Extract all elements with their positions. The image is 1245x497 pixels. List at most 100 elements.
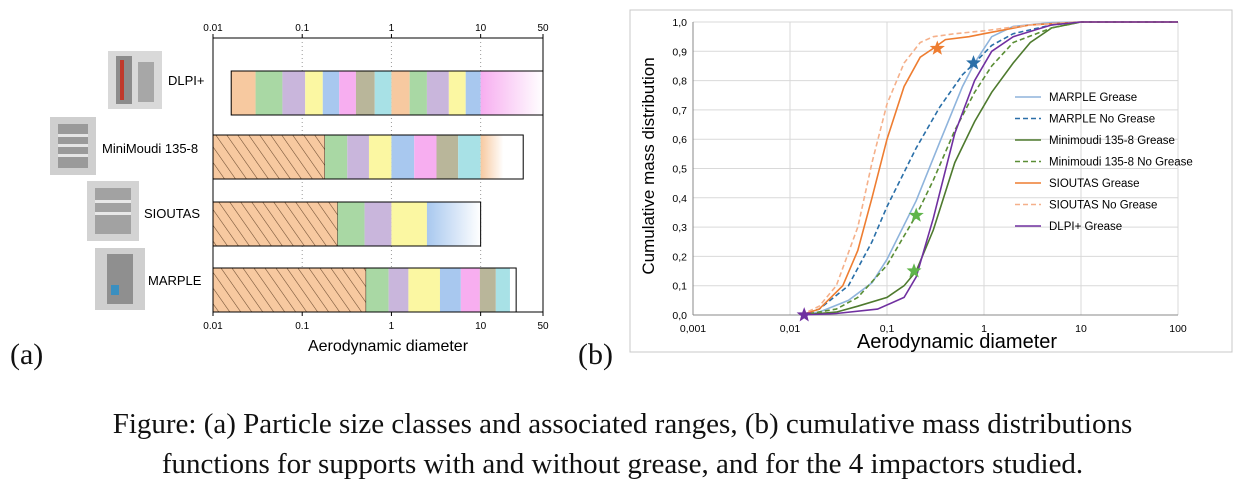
size-class-segment xyxy=(231,71,256,115)
series-line xyxy=(800,21,1178,316)
size-class-segment xyxy=(324,135,348,179)
series-line xyxy=(800,21,1178,316)
y-tick-label: 0,0 xyxy=(672,310,687,322)
y-tick-label: 0,6 xyxy=(672,134,687,146)
panel-b-line-chart: 0,0 0,1 0,2 0,3 0,4 0,5 0,6 0,7 0,8 0,9 1,0 0,001 0,… xyxy=(600,0,1245,380)
dlpi-label: DLPI+ xyxy=(168,73,205,88)
legend-label: Minimoudi 135-8 No Grease xyxy=(1049,157,1193,169)
legend-label: DLPI+ Grease xyxy=(1049,221,1122,233)
bar-outline xyxy=(212,267,517,313)
minimoudi-label: MiniMoudi 135-8 xyxy=(102,141,198,156)
size-class-segment xyxy=(436,135,459,179)
star-marker xyxy=(929,40,945,55)
hatched-segment xyxy=(212,134,326,180)
size-class-segment xyxy=(374,71,392,115)
series-line xyxy=(800,21,1178,316)
plot-area: 0,0 0,1 0,2 0,3 0,4 0,5 0,6 0,7 0,8 0,9 1,0 0,001 0,… xyxy=(672,17,1187,335)
size-class-segment xyxy=(458,135,481,179)
x-tick-label-bottom: 0.01 xyxy=(203,321,223,332)
minimoudi-photo xyxy=(50,117,96,175)
legend-label: Minimoudi 135-8 Grease xyxy=(1049,135,1175,147)
star-marker xyxy=(966,55,982,70)
hatched-segment xyxy=(212,267,367,313)
y-tick-label: 0,7 xyxy=(672,105,687,117)
marple-label: MARPLE xyxy=(148,273,202,288)
x-tick-label-top: 50 xyxy=(537,23,549,34)
size-class-segment xyxy=(480,135,504,179)
x-tick-label: 100 xyxy=(1169,323,1187,335)
size-class-segment xyxy=(409,71,427,115)
sioutas-label: SIOUTAS xyxy=(144,206,200,221)
y-tick-label: 0,8 xyxy=(672,76,687,88)
series-line xyxy=(801,21,1178,316)
bar-outline xyxy=(212,201,482,247)
x-tick-label: 0,001 xyxy=(680,323,706,335)
y-tick-label: 1,0 xyxy=(672,17,687,29)
size-class-segment xyxy=(465,71,481,115)
x-tick-label-top: 1 xyxy=(389,23,395,34)
figure-caption: Figure: (a) Particle size classes and as… xyxy=(0,404,1245,484)
size-class-segment xyxy=(448,71,466,115)
size-class-segment xyxy=(282,71,306,115)
panel-b-tag: (b) xyxy=(578,338,613,371)
x-tick-label-bottom: 0.1 xyxy=(295,321,309,332)
y-tick-label: 0,5 xyxy=(672,164,687,176)
size-class-segment xyxy=(391,135,415,179)
x-tick-label: 0,1 xyxy=(880,323,895,335)
dlpi-photo xyxy=(108,51,162,109)
size-class-segment xyxy=(364,202,392,246)
star-marker xyxy=(908,207,924,222)
plot-area: 0.01 0.01 0.1 0.1 1 1 10 10 50 50 xyxy=(203,23,549,332)
legend-label: MARPLE Grease xyxy=(1049,92,1137,104)
size-classes-chart: DLPI+ MiniMoudi 135-8 SIOUTAS MARPLE 0.0… xyxy=(50,23,549,355)
x-tick-label-top: 0.1 xyxy=(295,23,309,34)
x-tick-label-top: 0.01 xyxy=(203,23,223,34)
marple-photo xyxy=(95,248,145,310)
size-class-segment xyxy=(355,71,375,115)
size-class-segment xyxy=(480,71,543,115)
size-class-segment xyxy=(366,268,389,312)
x-axis-title: Aerodynamic diameter xyxy=(857,331,1057,353)
size-class-segment xyxy=(391,202,427,246)
size-class-segment xyxy=(495,268,510,312)
x-tick-label-bottom: 10 xyxy=(475,321,487,332)
y-tick-label: 0,9 xyxy=(672,46,687,58)
size-class-segment xyxy=(439,268,461,312)
series-line xyxy=(800,21,1178,316)
size-class-segment xyxy=(414,135,437,179)
legend-label: SIOUTAS Grease xyxy=(1049,178,1140,190)
size-class-segment xyxy=(337,202,365,246)
chart-frame xyxy=(629,9,1233,353)
size-class-segment xyxy=(408,268,440,312)
size-class-segment xyxy=(339,71,356,115)
size-class-segment xyxy=(391,71,410,115)
star-marker xyxy=(796,307,812,322)
cumulative-chart: 0,0 0,1 0,2 0,3 0,4 0,5 0,6 0,7 0,8 0,9 1,0 0,001 0,… xyxy=(629,9,1233,353)
legend-label: SIOUTAS No Grease xyxy=(1049,200,1157,212)
panel-a-bar-chart: DLPI+ MiniMoudi 135-8 SIOUTAS MARPLE 0.0… xyxy=(0,0,600,380)
size-class-segment xyxy=(255,71,283,115)
legend-label: MARPLE No Grease xyxy=(1049,114,1155,126)
x-tick-label: 10 xyxy=(1075,323,1087,335)
y-tick-label: 0,4 xyxy=(672,193,687,205)
size-class-segment xyxy=(388,268,409,312)
legend: MARPLE Grease MARPLE No Grease Minimoudi 1… xyxy=(1015,92,1193,233)
x-axis-title: Aerodynamic diameter xyxy=(308,338,469,355)
caption-line-2: functions for supports with and without … xyxy=(161,448,1084,480)
size-class-segment xyxy=(322,71,340,115)
sioutas-photo xyxy=(87,181,139,241)
x-tick-label: 0,01 xyxy=(780,323,801,335)
star-marker xyxy=(906,263,922,278)
size-class-segment xyxy=(305,71,323,115)
size-class-segment xyxy=(426,202,481,246)
size-class-segment xyxy=(460,268,480,312)
y-tick-label: 0,3 xyxy=(672,222,687,234)
y-tick-label: 0,2 xyxy=(672,251,687,263)
size-class-segment xyxy=(479,268,496,312)
size-class-segment xyxy=(368,135,392,179)
panel-a-tag: (a) xyxy=(10,338,44,371)
x-tick-label-top: 10 xyxy=(475,23,487,34)
bar-outline xyxy=(230,70,544,116)
size-class-segment xyxy=(426,71,449,115)
series-line xyxy=(801,21,1178,316)
